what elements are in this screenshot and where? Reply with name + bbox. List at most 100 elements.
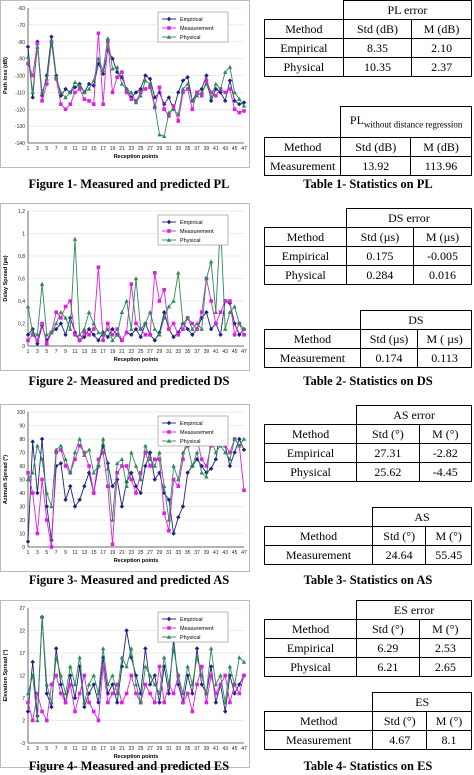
y-tick-label: -80 xyxy=(18,40,25,46)
data-point-physical xyxy=(194,93,200,98)
cell: 55.45 xyxy=(425,545,472,565)
data-point-measurement xyxy=(218,682,223,687)
y-tick-label: 50 xyxy=(19,478,25,484)
x-tick-label: 43 xyxy=(222,550,228,556)
data-point-measurement xyxy=(73,709,77,714)
data-point-empirical xyxy=(133,484,139,489)
data-point-empirical xyxy=(237,101,242,107)
data-point-physical xyxy=(133,276,139,281)
data-point-physical xyxy=(35,332,40,337)
data-point-physical xyxy=(232,436,237,441)
empty-cell xyxy=(264,600,358,620)
data-point-physical xyxy=(147,310,153,315)
data-point-empirical xyxy=(143,463,148,469)
y-tick-label: 0 xyxy=(22,545,25,551)
table-title: AS error xyxy=(356,405,472,425)
x-tick-label: 31 xyxy=(166,746,172,752)
data-point-physical xyxy=(91,470,96,475)
table-4-error: ES error Method Std (°) M (°) Empirical … xyxy=(263,600,473,677)
data-point-measurement xyxy=(138,470,143,475)
x-tick-label: 39 xyxy=(204,146,210,152)
data-point-physical xyxy=(82,326,87,331)
data-point-empirical xyxy=(190,691,195,696)
x-tick-label: 13 xyxy=(82,349,88,355)
data-point-physical xyxy=(25,691,31,696)
data-point-physical xyxy=(213,450,219,455)
data-point-empirical xyxy=(223,98,228,104)
data-point-measurement xyxy=(35,531,40,536)
data-point-measurement xyxy=(190,107,195,112)
data-point-measurement xyxy=(223,673,228,678)
data-point-physical xyxy=(86,310,92,315)
data-point-measurement xyxy=(232,107,237,112)
data-point-measurement xyxy=(181,327,185,331)
x-tick-label: 45 xyxy=(232,746,238,752)
data-point-measurement xyxy=(106,700,110,705)
data-point-physical xyxy=(171,298,176,303)
data-point-physical xyxy=(241,103,247,108)
data-point-physical xyxy=(110,66,115,71)
data-point-measurement xyxy=(68,682,73,687)
data-point-physical xyxy=(190,682,195,687)
data-point-measurement xyxy=(101,102,105,106)
legend-marker xyxy=(166,420,172,426)
data-point-measurement xyxy=(171,321,176,326)
data-point-physical xyxy=(171,107,176,112)
x-tick-label: 21 xyxy=(119,746,125,752)
data-point-empirical xyxy=(129,332,134,337)
data-point-measurement xyxy=(40,321,44,326)
data-point-physical xyxy=(237,321,242,326)
data-point-measurement xyxy=(91,491,96,495)
data-point-measurement xyxy=(152,271,157,275)
x-tick-label: 21 xyxy=(119,349,125,355)
data-point-physical xyxy=(218,86,223,91)
x-tick-label: 9 xyxy=(64,349,67,355)
x-tick-label: 11 xyxy=(72,746,77,752)
data-point-measurement xyxy=(91,327,96,331)
data-point-measurement xyxy=(110,691,115,696)
x-tick-label: 43 xyxy=(222,146,228,152)
data-point-measurement xyxy=(30,332,35,337)
data-point-measurement xyxy=(223,299,228,303)
data-point-empirical xyxy=(208,664,214,669)
data-point-physical xyxy=(49,330,54,335)
data-point-empirical xyxy=(199,463,204,469)
x-tick-label: 37 xyxy=(194,550,200,556)
y-tick-label: -130 xyxy=(15,124,25,130)
y-tick-label: 30 xyxy=(19,505,25,511)
x-tick-label: 19 xyxy=(110,550,116,556)
empty-cell xyxy=(264,405,358,425)
data-point-measurement xyxy=(30,491,35,495)
x-tick-label: 19 xyxy=(110,146,116,152)
cell: Physical xyxy=(264,57,344,77)
data-point-physical xyxy=(199,673,204,678)
data-point-measurement xyxy=(77,338,82,343)
data-point-physical xyxy=(171,463,176,468)
data-point-measurement xyxy=(157,299,162,303)
empty-cell xyxy=(264,310,361,330)
data-point-empirical xyxy=(53,326,59,332)
data-point-empirical xyxy=(157,470,162,475)
data-point-physical xyxy=(180,321,186,326)
cell: Measurement xyxy=(264,348,361,368)
x-tick-label: 29 xyxy=(157,550,163,556)
x-tick-label: 39 xyxy=(204,349,210,355)
x-tick-label: 41 xyxy=(213,349,219,355)
x-tick-label: 21 xyxy=(119,550,125,556)
cell: 0.016 xyxy=(412,265,473,285)
x-tick-label: 47 xyxy=(241,349,247,355)
data-point-empirical xyxy=(133,90,139,95)
data-point-measurement xyxy=(63,464,68,468)
data-point-physical xyxy=(44,332,49,337)
y-tick-label: 20 xyxy=(19,518,25,524)
data-point-physical xyxy=(241,436,247,441)
data-point-physical xyxy=(176,112,181,117)
data-point-measurement xyxy=(209,299,213,303)
data-point-empirical xyxy=(124,628,129,633)
data-point-empirical xyxy=(176,90,181,95)
data-point-physical xyxy=(176,673,181,678)
data-point-empirical xyxy=(185,74,190,80)
data-point-physical xyxy=(129,450,134,455)
header-cell: Method xyxy=(263,424,358,444)
data-point-physical xyxy=(30,90,35,95)
